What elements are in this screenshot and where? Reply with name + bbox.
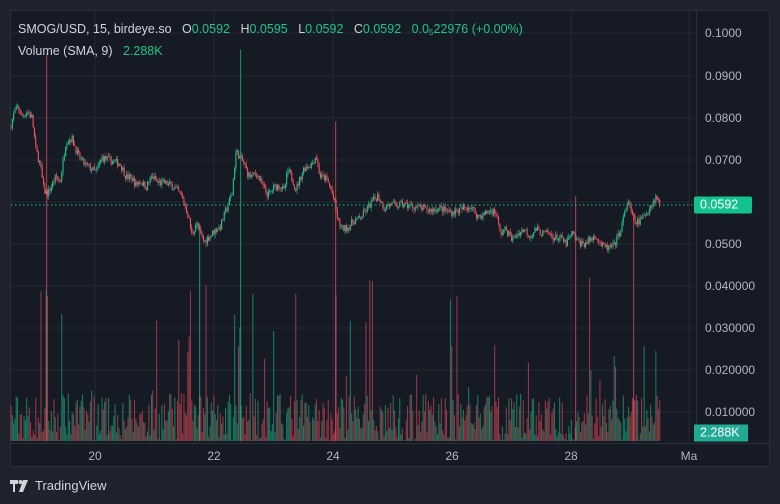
volume-legend-row: Volume (SMA, 9) 2.288K <box>18 42 523 60</box>
last-volume-badge: 2.288K <box>694 424 748 442</box>
price-tick-label: 0.040000 <box>705 279 756 293</box>
price-tick-label: 0.010000 <box>705 405 756 419</box>
price-tick-label: 0.0700 <box>705 153 742 167</box>
tradingview-logo-icon <box>10 479 28 492</box>
symbol-label[interactable]: SMOG/USD, 15, birdeye.so <box>18 22 172 36</box>
price-chart-canvas[interactable] <box>0 0 780 467</box>
time-axis[interactable]: 20 22 24 26 28 Ma <box>10 443 770 467</box>
time-tick-label: 22 <box>207 449 221 463</box>
open-value: 0.0592 <box>191 22 230 36</box>
tradingview-brand-text: TradingView <box>35 478 107 493</box>
price-tick-label: 0.0500 <box>705 237 742 251</box>
price-axis[interactable]: 0.1000 0.0900 0.0800 0.0700 0.0500 0.040000 0.… <box>696 10 768 443</box>
price-tick-label: 0.0900 <box>705 69 742 83</box>
volume-indicator-label[interactable]: Volume (SMA, 9) <box>18 44 113 58</box>
time-tick-label: 28 <box>564 449 578 463</box>
volume-indicator-value: 2.288K <box>122 44 163 58</box>
time-tick-label: 24 <box>326 449 340 463</box>
change-value: 0.0522976 <box>411 22 469 37</box>
time-tick-label: 26 <box>445 449 459 463</box>
price-tick-label: 0.020000 <box>705 363 756 377</box>
chart-panel[interactable] <box>10 10 770 467</box>
low-value: 0.0592 <box>305 22 344 36</box>
price-tick-label: 0.030000 <box>705 321 756 335</box>
time-tick-label: 20 <box>88 449 102 463</box>
price-tick-label: 0.1000 <box>705 26 742 40</box>
close-value: 0.0592 <box>362 22 402 36</box>
high-value: 0.0595 <box>249 22 288 36</box>
chart-legend: SMOG/USD, 15, birdeye.so O0.0592 H0.0595… <box>18 20 523 60</box>
price-tick-label: 0.0800 <box>705 111 742 125</box>
change-percent: (+0.00%) <box>471 22 523 36</box>
last-price-badge: 0.0592 <box>694 196 752 214</box>
tradingview-attribution[interactable]: TradingView <box>10 478 107 493</box>
ohlc-legend-row: SMOG/USD, 15, birdeye.so O0.0592 H0.0595… <box>18 22 523 37</box>
time-tick-label: Ma <box>680 449 698 463</box>
